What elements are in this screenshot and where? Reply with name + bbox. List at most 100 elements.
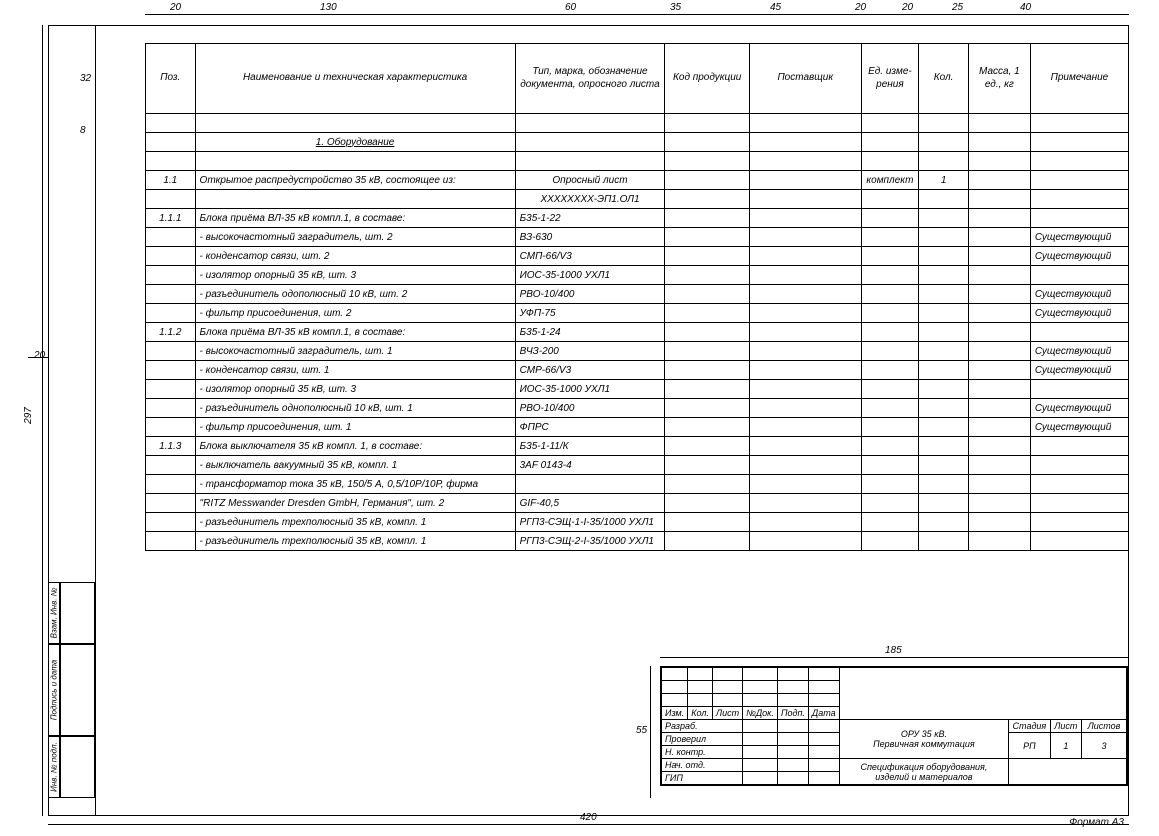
cell <box>861 475 919 494</box>
sidetab-b-label: Подпись и дата <box>50 660 59 721</box>
cell <box>515 475 665 494</box>
dim-top-8: 40 <box>1020 2 1031 13</box>
sidetab-inv-vzam: Взам. Инв. № <box>48 582 60 644</box>
cell <box>750 285 862 304</box>
cell <box>146 380 196 399</box>
cell <box>968 475 1030 494</box>
header-row: Поз. Наименование и техническая характер… <box>146 44 1129 114</box>
cell: РГП3-СЭЩ-2-I-35/1000 УХЛ1 <box>515 532 665 551</box>
table-row: "RITZ Messwander Dresden GmbH, Германия"… <box>146 494 1129 513</box>
table-row: - фильтр присоединения, шт. 1ФПРССуществ… <box>146 418 1129 437</box>
cell <box>665 380 750 399</box>
cell <box>861 418 919 437</box>
cell <box>665 266 750 285</box>
cell <box>750 228 862 247</box>
table-row: 1.1.2Блока приёма ВЛ-35 кВ компл.1, в со… <box>146 323 1129 342</box>
cell <box>146 361 196 380</box>
cell: ФПРС <box>515 418 665 437</box>
tb-stage: РП <box>1009 733 1051 759</box>
cell <box>515 152 665 171</box>
cell <box>750 304 862 323</box>
dim-top-3: 35 <box>670 2 681 13</box>
title-block: Изм. Кол. Лист №Док. Подп. Дата Разраб. … <box>660 666 1128 786</box>
cell: - трансформатор тока 35 кВ, 150/5 А, 0,5… <box>195 475 515 494</box>
cell <box>750 437 862 456</box>
cell <box>919 380 969 399</box>
cell <box>146 532 196 551</box>
cell <box>919 418 969 437</box>
cell: Блока приёма ВЛ-35 кВ компл.1, в составе… <box>195 209 515 228</box>
sidetab-a-label: Взам. Инв. № <box>50 588 59 639</box>
cell <box>861 190 919 209</box>
cell <box>750 266 862 285</box>
tb-project: ОРУ 35 кВ. Первичная коммутация <box>839 720 1008 759</box>
dim-top-1: 130 <box>320 2 337 13</box>
cell <box>750 418 862 437</box>
cell: Существующий <box>1030 361 1128 380</box>
tb-spec: Спецификация оборудования, изделий и мат… <box>839 759 1008 785</box>
table-row: - изолятор опорный 35 кВ, шт. 3ИОС-35-10… <box>146 380 1129 399</box>
cell <box>665 152 750 171</box>
cell <box>146 399 196 418</box>
tb-proj-l2: Первичная коммутация <box>873 739 975 749</box>
cell <box>750 190 862 209</box>
table-row: - разъединитель трехполюсный 35 кВ, комп… <box>146 532 1129 551</box>
cell <box>968 361 1030 380</box>
cell: ВЧЗ-200 <box>515 342 665 361</box>
cell <box>919 437 969 456</box>
cell <box>665 513 750 532</box>
tb-sheets-h: Листов <box>1081 720 1126 733</box>
dim-top-5: 20 <box>855 2 866 13</box>
h-name: Наименование и техническая характеристик… <box>195 44 515 114</box>
h-qty: Кол. <box>919 44 969 114</box>
cell <box>665 437 750 456</box>
cell <box>861 494 919 513</box>
cell: Блока выключателя 35 кВ компл. 1, в сост… <box>195 437 515 456</box>
cell <box>968 190 1030 209</box>
cell <box>919 513 969 532</box>
cell <box>1030 190 1128 209</box>
table-row: - конденсатор связи, шт. 2СМП-66/V3Сущес… <box>146 247 1129 266</box>
cell <box>665 475 750 494</box>
table-row: - фильтр присоединения, шт. 2УФП-75Сущес… <box>146 304 1129 323</box>
cell <box>1030 532 1128 551</box>
cell <box>919 209 969 228</box>
cell: 1 <box>919 171 969 190</box>
cell <box>1030 209 1128 228</box>
section-title: 1. Оборудование <box>195 133 515 152</box>
cell: - выключатель вакуумный 35 кВ, компл. 1 <box>195 456 515 475</box>
tb-data: Дата <box>808 707 839 720</box>
cell: комплект <box>861 171 919 190</box>
sidetab-sign-date: Подпись и дата <box>48 644 60 736</box>
cell <box>750 323 862 342</box>
dim-top-6: 20 <box>902 2 913 13</box>
cell <box>750 456 862 475</box>
cell <box>968 418 1030 437</box>
drawing-sheet: 20 130 60 35 45 20 20 25 40 32 8 20 297 … <box>0 0 1159 836</box>
cell: "RITZ Messwander Dresden GmbH, Германия"… <box>195 494 515 513</box>
cell: 3AF 0143-4 <box>515 456 665 475</box>
cell <box>665 342 750 361</box>
cell <box>665 209 750 228</box>
cell: - разъединитель однополюсный 10 кВ, шт. … <box>195 399 515 418</box>
table-row: - трансформатор тока 35 кВ, 150/5 А, 0,5… <box>146 475 1129 494</box>
cell <box>968 247 1030 266</box>
table-row <box>146 152 1129 171</box>
cell <box>1030 456 1128 475</box>
cell: - разъединитель одополюсный 10 кВ, шт. 2 <box>195 285 515 304</box>
cell: Существующий <box>1030 247 1128 266</box>
spacer-row <box>146 114 1129 133</box>
tb-r2: Проверил <box>662 733 743 746</box>
cell <box>750 399 862 418</box>
cell <box>861 380 919 399</box>
cell: 1.1.3 <box>146 437 196 456</box>
cell: Существующий <box>1030 228 1128 247</box>
tb-role-4: Нач. отд. Спецификация оборудования, изд… <box>662 759 1127 772</box>
tb-dim-55: 55 <box>636 725 647 736</box>
cell <box>861 304 919 323</box>
cell <box>919 247 969 266</box>
h-unit: Ед. изме- рения <box>861 44 919 114</box>
tb-empty-1 <box>662 668 1127 681</box>
cell <box>861 361 919 380</box>
tb-r5: ГИП <box>662 772 743 785</box>
